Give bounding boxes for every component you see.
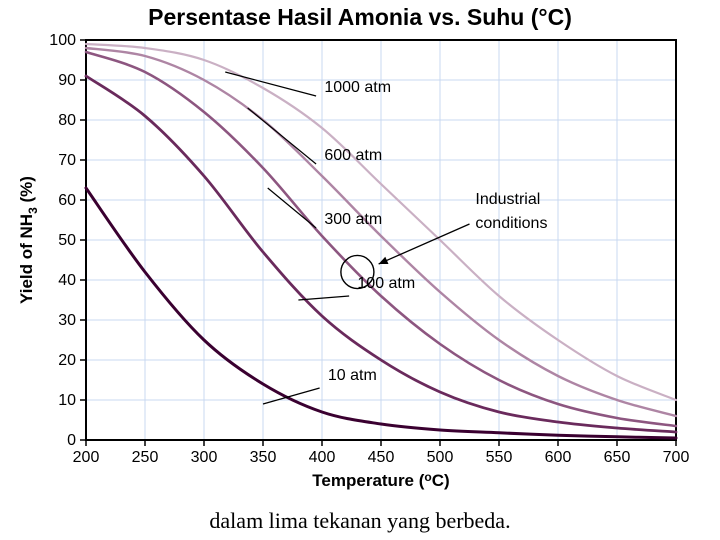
x-tick-label: 400: [309, 449, 336, 466]
y-tick-label: 80: [58, 112, 76, 129]
x-tick-label: 650: [604, 449, 631, 466]
yield-vs-temperature-chart: 200 250 300 350 400 450 500 550 600 650 700 0 10 20 30…: [0, 28, 720, 512]
series-label: 100 atm: [357, 275, 415, 292]
y-tick-label: 70: [58, 152, 76, 169]
x-tick-label: 350: [250, 449, 277, 466]
annotation-text: conditions: [475, 215, 547, 232]
y-tick-label: 30: [58, 312, 76, 329]
series-label: 1000 atm: [324, 79, 391, 96]
annotation-text: Industrial: [475, 191, 540, 208]
series-label: 600 atm: [324, 147, 382, 164]
page-caption: dalam lima tekanan yang berbeda.: [0, 508, 720, 534]
y-tick-label: 20: [58, 352, 76, 369]
y-tick-label: 40: [58, 272, 76, 289]
y-axis-title: Yield of NH3 (%): [17, 176, 40, 304]
y-tick-label: 90: [58, 72, 76, 89]
x-tick-label: 200: [73, 449, 100, 466]
x-axis-title: Temperature (oC): [312, 470, 449, 490]
y-tick-label: 100: [49, 32, 76, 49]
series-label: 300 atm: [324, 211, 382, 228]
x-tick-label: 450: [368, 449, 395, 466]
x-tick-label: 600: [545, 449, 572, 466]
y-tick-label: 60: [58, 192, 76, 209]
x-tick-label: 500: [427, 449, 454, 466]
x-tick-label: 250: [132, 449, 159, 466]
y-tick-label: 50: [58, 232, 76, 249]
page-title: Persentase Hasil Amonia vs. Suhu (°C): [0, 4, 720, 31]
y-tick-label: 10: [58, 392, 76, 409]
x-tick-label: 300: [191, 449, 218, 466]
y-tick-label: 0: [67, 432, 76, 449]
series-label: 10 atm: [328, 367, 377, 384]
x-tick-label: 550: [486, 449, 513, 466]
x-tick-label: 700: [663, 449, 690, 466]
